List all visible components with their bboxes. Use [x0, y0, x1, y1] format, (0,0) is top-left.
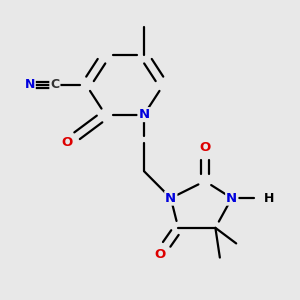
Text: N: N — [24, 78, 35, 92]
Text: O: O — [155, 248, 166, 261]
Text: N: N — [226, 192, 237, 205]
Text: N: N — [165, 192, 176, 205]
Text: N: N — [139, 108, 150, 121]
Text: H: H — [264, 192, 274, 205]
Text: O: O — [61, 136, 72, 149]
Text: O: O — [200, 141, 211, 154]
Text: C: C — [50, 78, 59, 92]
